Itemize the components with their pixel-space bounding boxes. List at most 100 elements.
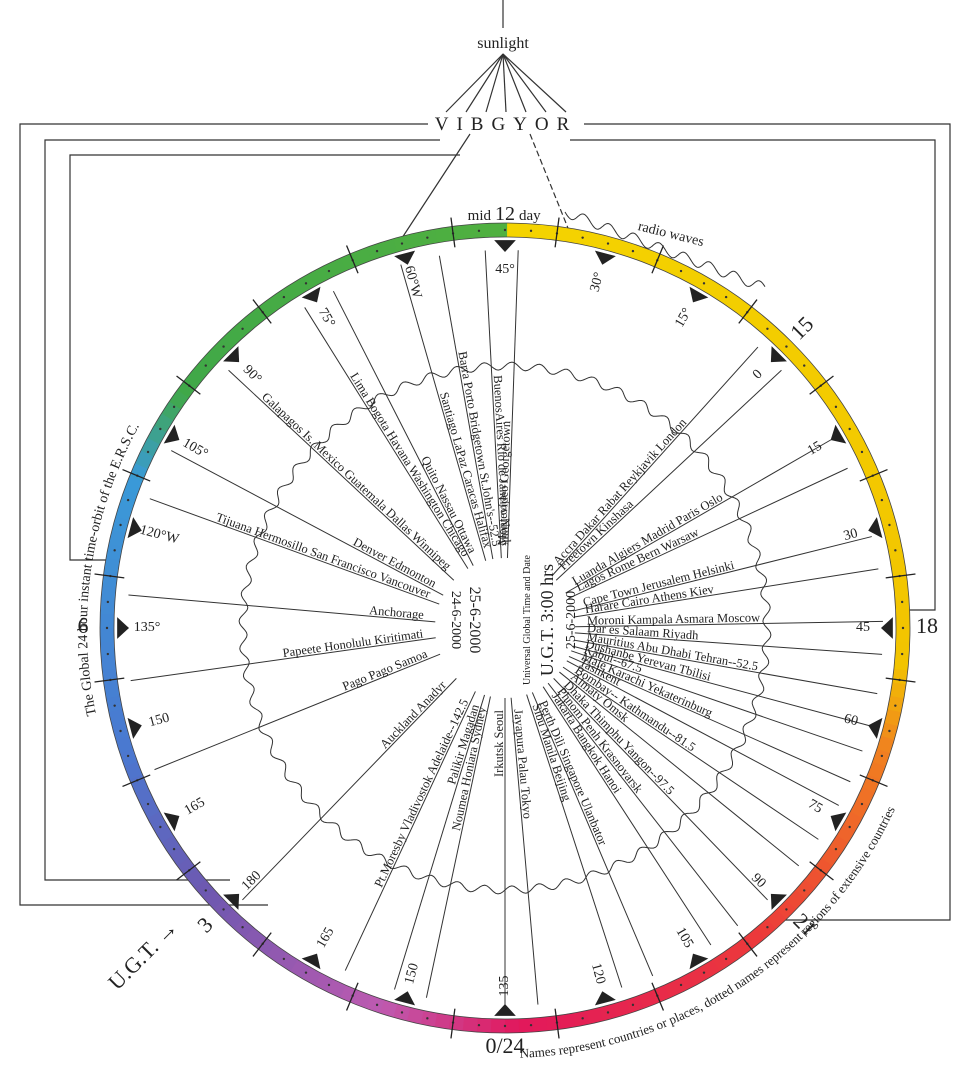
ring-segment [153,813,161,827]
ring-segment [531,1024,547,1025]
ring-dot [680,984,682,986]
ring-segment [380,1006,395,1011]
ring-segment [639,997,654,1003]
ring-dot [127,499,129,501]
ring-dot [401,242,403,244]
ring-segment [463,231,479,232]
ring-segment [726,950,739,959]
ring-dot [835,848,837,850]
ring-segment [108,654,109,670]
ring-dot [504,1025,506,1027]
ring-segment [122,503,127,518]
ring-segment [588,239,604,243]
ring-segment [641,254,656,260]
ring-dot [803,364,805,366]
ring-dot [607,242,609,244]
ring-dot [632,1004,634,1006]
ring-segment [174,849,183,862]
ring-segment [791,352,802,364]
ring-segment [199,882,209,894]
ring-dot [173,406,175,408]
ring-dot [426,1017,428,1019]
ring-segment [801,362,811,374]
ring-segment [558,1020,574,1022]
ring-dot [376,250,378,252]
ring-segment [116,530,120,546]
diagram: sunlight VIBGYOR radio wavesBuenosAires … [0,0,954,1071]
ring-dot [283,958,285,960]
ring-dot [725,296,727,298]
longitude-label: 45° [495,262,515,277]
ring-segment [108,584,109,600]
ring-segment [382,245,397,250]
ring-segment [131,477,137,492]
ring-dot [173,848,175,850]
ring-dot [478,230,480,232]
ring-segment [292,964,306,972]
ring-segment [869,466,875,481]
ring-dot [107,601,109,603]
ring-segment [856,441,863,455]
ring-dot [530,1024,532,1026]
ring-segment [191,371,201,383]
ring-dot [680,270,682,272]
ring-segment [209,350,220,362]
ring-dot [205,889,207,891]
hour-label: 0/24 [485,1033,524,1058]
ring-dot [888,524,890,526]
ring-segment [841,827,849,841]
ring-dot [241,926,243,928]
ring-dot [881,755,883,757]
ring-dot [107,653,109,655]
longitude-label: 135° [134,620,161,635]
ring-dot [127,755,129,757]
ring-segment [759,924,771,934]
ring-segment [354,996,369,1002]
ring-segment [901,656,902,672]
ring-segment [891,711,895,727]
ring-dot [881,499,883,501]
ring-dot [785,908,787,910]
ring-dot [901,653,903,655]
ring-segment [436,234,452,236]
center-title: Universal Global Time and Date [522,554,533,685]
ring-segment [834,839,843,852]
ring-dot [504,229,506,231]
ring-dot [376,1004,378,1006]
ring-segment [461,1024,477,1025]
ring-segment [878,751,883,766]
ring-segment [667,264,681,271]
ring-segment [343,258,358,264]
ring-segment [628,249,643,254]
ring-segment [533,231,549,232]
ring-dot [901,601,903,603]
ring-segment [306,276,320,284]
ring-dot [894,549,896,551]
ring-segment [130,762,136,777]
ring-dot [848,826,850,828]
ring-dot [401,1011,403,1013]
ring-segment [249,313,261,323]
ring-segment [891,532,895,548]
ring-dot [581,1017,583,1019]
ring-segment [126,490,131,505]
ring-dot [785,345,787,347]
ring-segment [678,979,692,986]
ring-segment [356,253,371,259]
ring-dot [607,1011,609,1013]
ring-segment [434,1020,450,1023]
noon-pre: mid [468,208,492,224]
ring-dot [159,826,161,828]
longitude-label: 45 [856,620,870,635]
ring-segment [704,283,718,291]
ring-segment [111,557,114,573]
ring-segment [109,571,111,587]
ring-segment [560,234,576,237]
ring-segment [248,932,260,942]
ring-segment [613,1007,628,1012]
ring-segment [547,232,563,234]
ring-dot [803,889,805,891]
ring-segment [227,913,239,924]
ring-dot [328,270,330,272]
ring-dot [222,345,224,347]
